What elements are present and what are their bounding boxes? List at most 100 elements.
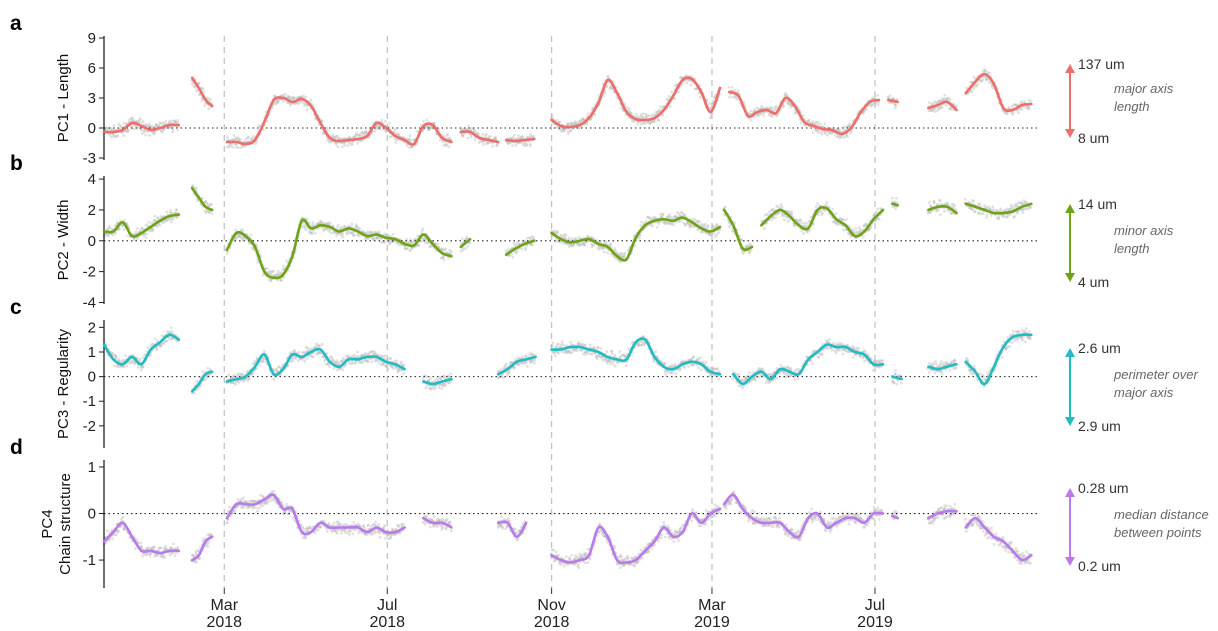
raw-point	[572, 122, 576, 125]
raw-point	[929, 108, 933, 112]
raw-point	[979, 79, 983, 82]
raw-point	[569, 341, 573, 344]
raw-point	[847, 124, 851, 128]
raw-point	[250, 136, 254, 140]
raw-point	[753, 115, 757, 119]
raw-point	[360, 130, 364, 134]
raw-point	[830, 130, 834, 134]
raw-point	[929, 108, 932, 112]
raw-point	[641, 112, 645, 116]
raw-point	[305, 108, 309, 112]
raw-point	[793, 112, 797, 115]
raw-point	[304, 95, 308, 99]
raw-point	[728, 225, 731, 228]
raw-point	[304, 228, 308, 232]
raw-point	[198, 93, 202, 96]
raw-point	[528, 144, 532, 147]
raw-point	[442, 374, 446, 378]
raw-point	[147, 220, 151, 224]
raw-point	[293, 102, 297, 106]
raw-point	[769, 106, 773, 110]
raw-point	[749, 109, 753, 113]
raw-point	[522, 141, 525, 145]
raw-point	[571, 237, 574, 240]
raw-point	[381, 362, 385, 365]
raw-point	[126, 128, 129, 132]
raw-point	[152, 132, 156, 136]
raw-point	[609, 85, 612, 89]
raw-point	[661, 105, 665, 109]
raw-point	[406, 137, 409, 141]
raw-point	[664, 221, 668, 225]
raw-point	[425, 125, 429, 129]
raw-point	[525, 142, 529, 146]
raw-point	[285, 259, 288, 263]
raw-point	[436, 242, 440, 246]
raw-point	[466, 136, 470, 140]
raw-point	[157, 123, 161, 127]
raw-point	[402, 135, 405, 139]
raw-point	[486, 141, 490, 145]
raw-point	[140, 226, 144, 230]
raw-point	[233, 138, 237, 141]
raw-point	[816, 129, 820, 133]
raw-point	[373, 129, 377, 133]
raw-point	[985, 77, 989, 81]
raw-point	[350, 143, 354, 147]
raw-point	[557, 120, 561, 124]
raw-point	[652, 119, 656, 123]
raw-point	[668, 213, 672, 217]
raw-point	[532, 361, 536, 365]
raw-point	[929, 109, 933, 112]
raw-point	[823, 122, 827, 126]
raw-point	[988, 71, 992, 75]
raw-point	[244, 137, 248, 141]
raw-point	[201, 370, 205, 374]
raw-point	[524, 141, 527, 145]
raw-point	[145, 129, 149, 133]
raw-point	[519, 141, 523, 145]
raw-point	[528, 142, 532, 146]
raw-point	[886, 95, 890, 99]
raw-point	[940, 106, 944, 110]
raw-point	[848, 122, 852, 126]
raw-point	[700, 230, 703, 234]
raw-point	[466, 244, 470, 248]
raw-point	[820, 132, 824, 136]
raw-point	[122, 121, 126, 125]
raw-point	[170, 119, 174, 123]
raw-point	[511, 144, 514, 147]
raw-point	[632, 120, 636, 124]
raw-point	[476, 132, 480, 136]
raw-point	[997, 214, 1001, 218]
raw-point	[814, 205, 818, 209]
raw-point	[394, 359, 398, 363]
raw-point	[814, 129, 818, 133]
raw-point	[981, 70, 985, 73]
raw-point	[641, 122, 645, 126]
raw-point	[415, 130, 419, 134]
raw-point	[226, 138, 230, 142]
raw-point	[510, 252, 514, 256]
raw-point	[153, 337, 157, 341]
raw-point	[970, 90, 974, 94]
raw-point	[154, 124, 158, 128]
raw-point	[357, 133, 361, 137]
raw-point	[605, 85, 609, 89]
raw-point	[485, 132, 488, 136]
raw-point	[577, 127, 581, 131]
raw-point	[114, 356, 118, 360]
raw-point	[937, 107, 941, 111]
raw-point	[391, 367, 395, 370]
raw-point	[209, 98, 212, 101]
raw-point	[495, 144, 499, 148]
raw-point	[198, 93, 202, 96]
raw-point	[346, 144, 350, 147]
raw-point	[1007, 106, 1011, 109]
raw-point	[1017, 111, 1020, 115]
raw-point	[444, 383, 448, 387]
raw-point	[717, 231, 720, 234]
raw-point	[650, 120, 654, 124]
raw-point	[747, 251, 751, 255]
raw-point	[516, 137, 520, 140]
